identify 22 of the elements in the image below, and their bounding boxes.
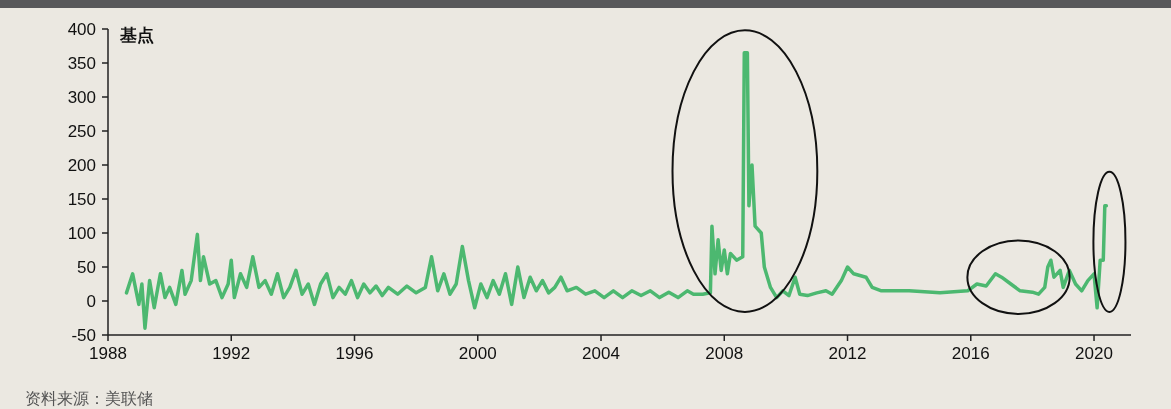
y-tick-label: 400 [67,20,96,39]
x-tick-label: 1996 [335,344,374,363]
y-tick-label: 0 [86,292,96,311]
y-tick-label: 150 [67,190,96,209]
y-tick-label: -50 [71,326,96,345]
x-tick-label: 2000 [458,344,497,363]
y-tick-label: 350 [67,54,96,73]
x-tick-label: 2016 [951,344,990,363]
y-tick-label: 50 [77,258,96,277]
x-tick-label: 2020 [1075,344,1113,363]
x-tick-label: 2008 [705,344,744,363]
y-tick-label: 250 [67,122,96,141]
y-tick-label: 300 [67,88,96,107]
x-tick-label: 2012 [828,344,867,363]
y-tick-label: 100 [67,224,96,243]
y-axis-title: 基点 [119,26,154,45]
y-tick-label: 200 [67,156,96,175]
x-tick-label: 1988 [89,344,127,363]
x-tick-label: 1992 [212,344,251,363]
text: 资料来源：美联储 [25,390,153,407]
line-series [124,51,1109,330]
x-tick-label: 2004 [582,344,620,363]
